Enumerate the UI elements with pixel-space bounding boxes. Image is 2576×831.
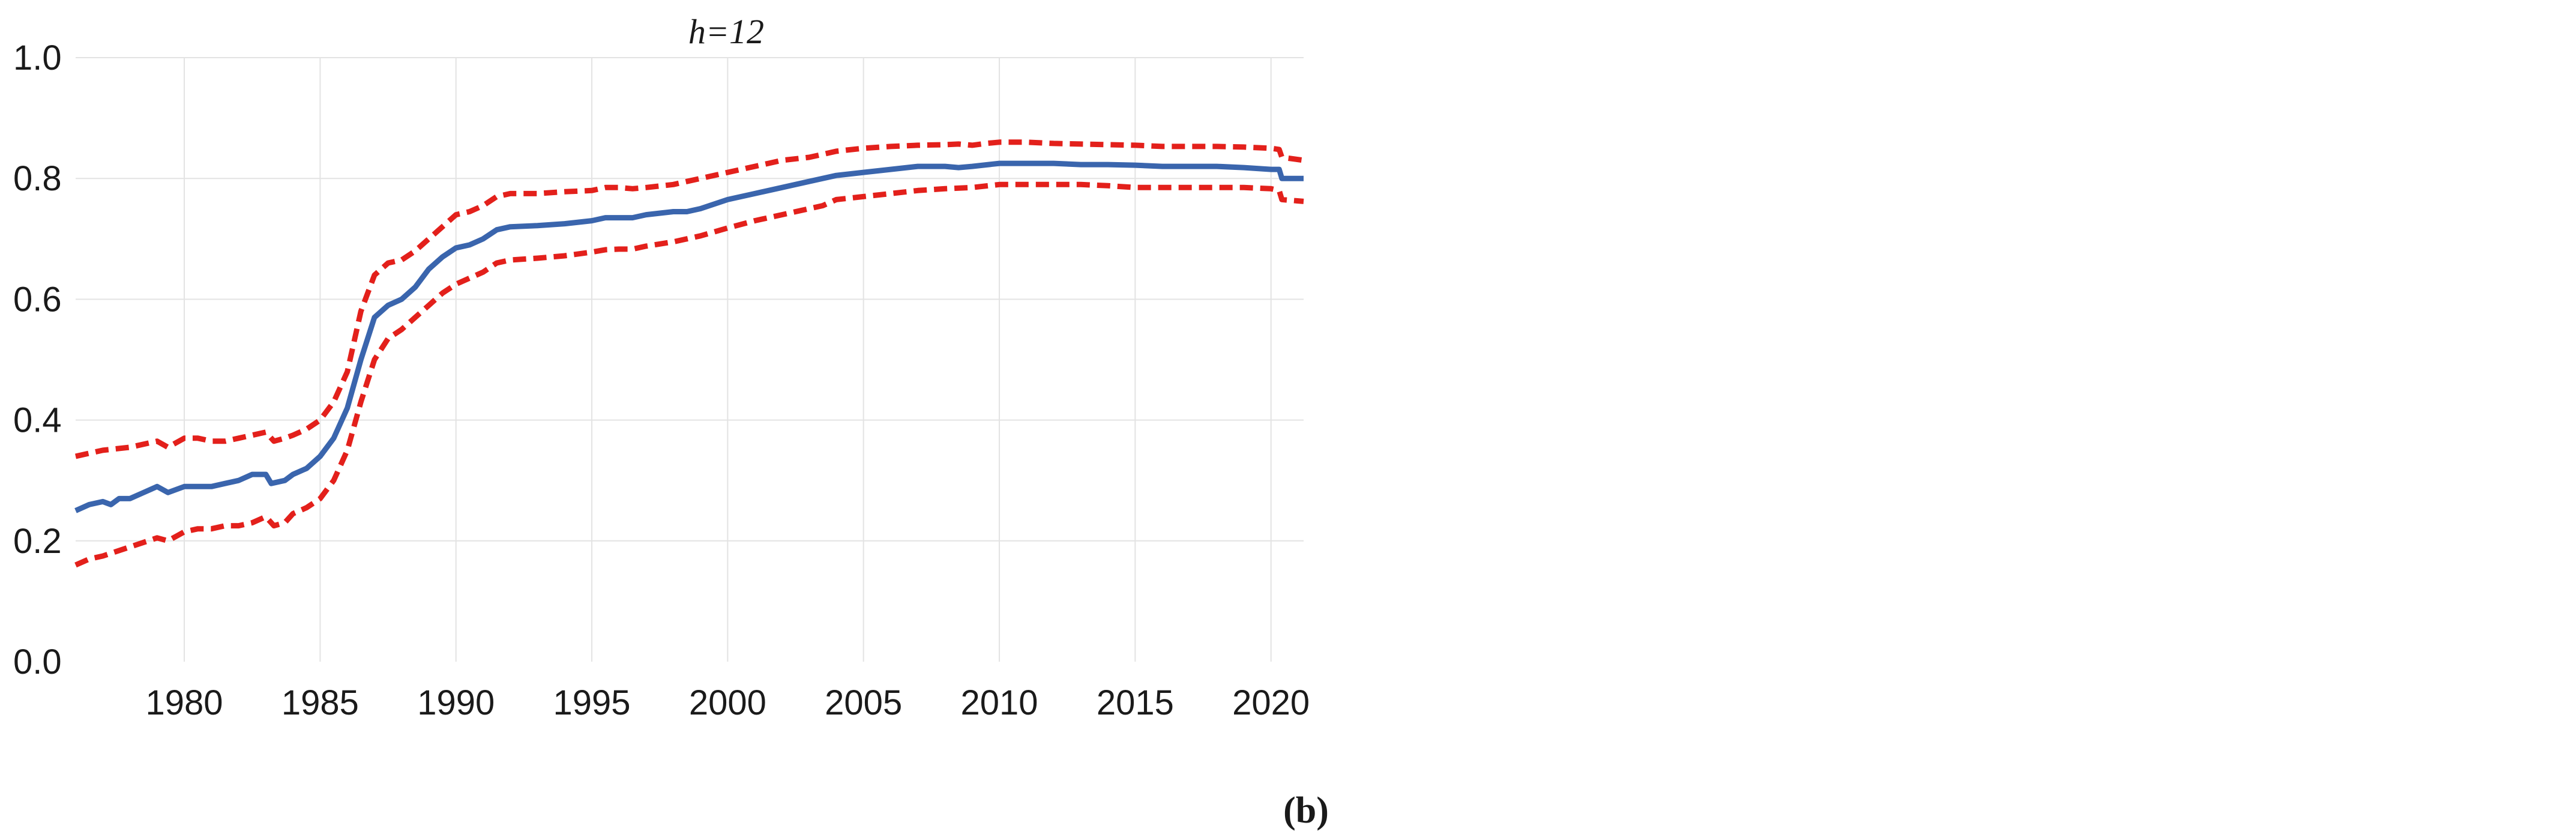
x-tick-label: 1980 <box>146 683 223 722</box>
series-line-upper-band <box>75 139 1304 459</box>
x-tick-label: 1995 <box>553 683 631 722</box>
y-tick-label: 0.6 <box>13 280 62 319</box>
y-tick-label: 0.8 <box>13 159 62 198</box>
series-line-estimate <box>74 160 1304 513</box>
series-lines <box>74 139 1304 568</box>
y-tick-label: 0.0 <box>13 642 62 681</box>
x-axis-tick-labels: 1980 1985 1990 1995 2000 2005 2010 2015 2020 <box>146 683 1310 722</box>
y-tick-label: 1.0 <box>13 38 62 77</box>
x-tick-label: 1985 <box>281 683 359 722</box>
x-tick-label: 1990 <box>417 683 495 722</box>
chart-title: h=12 <box>688 12 764 51</box>
x-tick-label: 2020 <box>1232 683 1310 722</box>
x-tick-label: 2005 <box>825 683 902 722</box>
y-tick-label: 0.4 <box>13 401 62 440</box>
y-tick-label: 0.2 <box>13 522 62 561</box>
y-axis-tick-labels: 0.0 0.2 0.4 0.6 0.8 1.0 <box>13 38 62 681</box>
panel-label: (b) <box>1283 790 1329 831</box>
x-tick-label: 2015 <box>1097 683 1174 722</box>
series-line-lower-band <box>74 181 1304 568</box>
x-tick-label: 2010 <box>961 683 1038 722</box>
gridlines <box>76 57 1304 662</box>
x-tick-label: 2000 <box>689 683 766 722</box>
